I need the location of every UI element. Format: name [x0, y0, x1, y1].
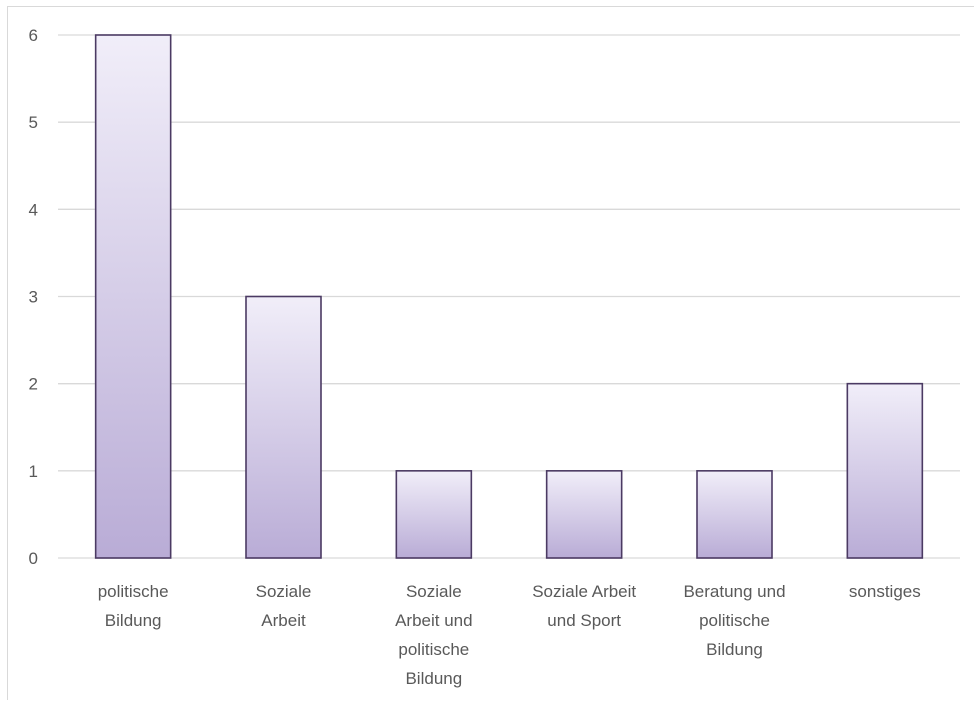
x-category-label: Soziale: [406, 582, 462, 601]
x-category-label: Bildung: [706, 640, 763, 659]
x-category-label: Bildung: [405, 669, 462, 688]
x-category-label: Bildung: [105, 611, 162, 630]
gridlines: [58, 34, 960, 559]
x-category-label: und Sport: [547, 611, 621, 630]
bar: [395, 470, 473, 559]
y-tick-label: 2: [29, 375, 38, 394]
chart-frame: [7, 6, 974, 700]
y-tick-label: 4: [29, 200, 38, 219]
x-category-label: Beratung und: [683, 582, 785, 601]
y-axis-ticks: 0 1 2 3 4 5 6: [29, 26, 38, 568]
x-category-label: politische: [699, 611, 770, 630]
x-category-label: politische: [98, 582, 169, 601]
y-tick-label: 1: [29, 462, 38, 481]
x-category-label: politische: [398, 640, 469, 659]
x-category-label: sonstiges: [849, 582, 921, 601]
y-tick-label: 6: [29, 26, 38, 45]
x-category-label: Arbeit und: [395, 611, 473, 630]
x-axis-categories: politische Bildung Soziale Arbeit Soziale Arb…: [98, 582, 921, 688]
y-tick-label: 3: [29, 288, 38, 307]
x-category-label: Soziale: [256, 582, 312, 601]
x-category-label: Soziale Arbeit: [532, 582, 636, 601]
bar: [696, 470, 773, 559]
bar: [94, 34, 172, 559]
bar: [545, 470, 623, 559]
bars: [94, 34, 924, 559]
y-tick-label: 5: [29, 113, 38, 132]
y-tick-label: 0: [29, 549, 38, 568]
x-category-label: Arbeit: [261, 611, 306, 630]
bar: [245, 295, 322, 559]
bar: [846, 382, 924, 559]
